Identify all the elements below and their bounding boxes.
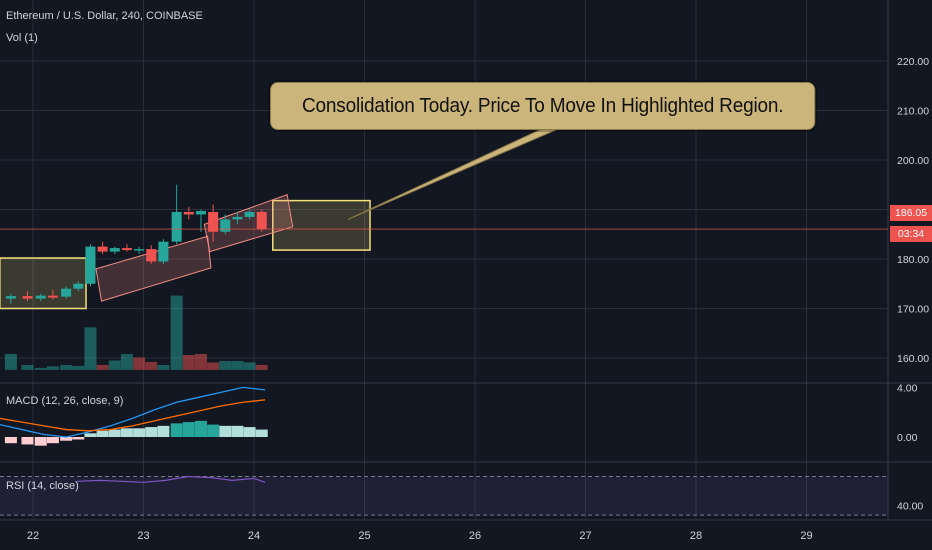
volume-bar (243, 362, 256, 370)
volume-bar (60, 364, 73, 370)
macd-histogram-bar (72, 437, 85, 440)
price-axis-label: 160.00 (897, 353, 929, 365)
volume-bar (157, 364, 170, 370)
macd-histogram-bar (4, 437, 17, 444)
candle-body (22, 296, 33, 299)
signal-line (0, 399, 266, 432)
macd-histogram-bar (84, 433, 97, 437)
macd-histogram-bar (34, 437, 47, 446)
volume-bar (133, 357, 146, 370)
macd-histogram-bar (243, 427, 256, 437)
candle-body (5, 296, 16, 299)
channel-box (203, 193, 294, 253)
price-axis-label: 180.00 (897, 254, 929, 266)
price-axis-label: 220.00 (897, 56, 929, 68)
macd-histogram-bar (255, 429, 268, 437)
candle-body (232, 216, 243, 220)
candle-body (183, 211, 194, 215)
candle-body (47, 295, 58, 298)
macd-histogram-bar (170, 423, 183, 437)
candle-body (109, 248, 120, 252)
macd-axis-label: 4.00 (897, 382, 918, 394)
rsi-line (77, 475, 266, 483)
candle-body (158, 241, 169, 262)
volume-bar (72, 365, 85, 370)
volume-bar (231, 360, 244, 370)
macd-histogram-bar (133, 428, 146, 437)
candle-body (85, 246, 96, 284)
macd-line (0, 386, 266, 438)
volume-bar (170, 295, 183, 370)
volume-bar (96, 364, 109, 370)
macd-histogram-bar (96, 430, 109, 437)
candle-body (256, 211, 267, 230)
candle-body (195, 210, 206, 215)
rsi-label: RSI (14, close) (6, 480, 79, 492)
price-axis-label: 210.00 (897, 106, 929, 118)
macd-axis-label: 0.00 (897, 432, 918, 444)
volume-bar (84, 327, 97, 370)
rsi-band (0, 476, 888, 516)
candle-body (97, 246, 108, 252)
volume-bar (255, 364, 268, 370)
time-axis-label: 28 (690, 530, 702, 542)
macd-histogram-bar (21, 437, 34, 445)
candle-body (220, 219, 231, 232)
annotation-callout[interactable]: Consolidation Today. Price To Move In Hi… (270, 82, 816, 130)
volume-bar (219, 360, 232, 370)
candle-body (171, 211, 182, 242)
candle-body (35, 295, 46, 299)
macd-histogram-bar (219, 425, 232, 437)
countdown-tag: 03:34 (890, 226, 932, 242)
candle-body (244, 211, 255, 217)
candle-body (121, 248, 132, 251)
time-axis-label: 23 (137, 530, 149, 542)
annotation-text: Consolidation Today. Price To Move In Hi… (301, 94, 784, 117)
volume-label: Vol (1) (6, 32, 38, 44)
volume-bar (207, 362, 220, 370)
highlight-box (0, 257, 87, 310)
volume-bar (194, 354, 207, 370)
candle-body (208, 211, 219, 232)
macd-histogram-bar (194, 420, 207, 437)
time-axis-label: 25 (358, 530, 370, 542)
macd-histogram-bar (120, 428, 133, 437)
macd-histogram-bar (145, 427, 158, 437)
volume-bar (21, 364, 34, 370)
time-axis-label: 24 (248, 530, 260, 542)
time-axis-label: 27 (579, 530, 591, 542)
macd-histogram-bar (46, 437, 59, 444)
volume-bar (120, 354, 133, 370)
volume-bar (182, 355, 195, 370)
last-price-tag: 186.05 (890, 205, 932, 221)
candle-body (146, 249, 157, 262)
channel-box (95, 235, 212, 302)
highlight-box (272, 199, 371, 251)
macd-histogram-bar (231, 425, 244, 437)
macd-histogram-bar (60, 437, 73, 441)
volume-bar (4, 354, 17, 370)
chart-title: Ethereum / U.S. Dollar, 240, COINBASE (6, 10, 203, 22)
rsi-axis-label: 40.00 (897, 501, 923, 513)
macd-histogram-bar (182, 422, 195, 437)
price-axis-label: 170.00 (897, 304, 929, 316)
candle-body (73, 283, 84, 289)
volume-bar (34, 367, 47, 370)
time-axis-label: 29 (800, 530, 812, 542)
volume-bar (46, 366, 59, 370)
candle-body (61, 288, 72, 297)
macd-histogram-bar (207, 424, 220, 437)
time-axis-label: 26 (469, 530, 481, 542)
volume-bar (108, 360, 121, 370)
macd-histogram-bar (157, 425, 170, 437)
macd-histogram-bar (108, 429, 121, 437)
volume-bar (145, 361, 158, 370)
candle-body (134, 249, 145, 251)
macd-label: MACD (12, 26, close, 9) (6, 395, 124, 407)
price-axis-label: 200.00 (897, 155, 929, 167)
time-axis-label: 22 (27, 530, 39, 542)
